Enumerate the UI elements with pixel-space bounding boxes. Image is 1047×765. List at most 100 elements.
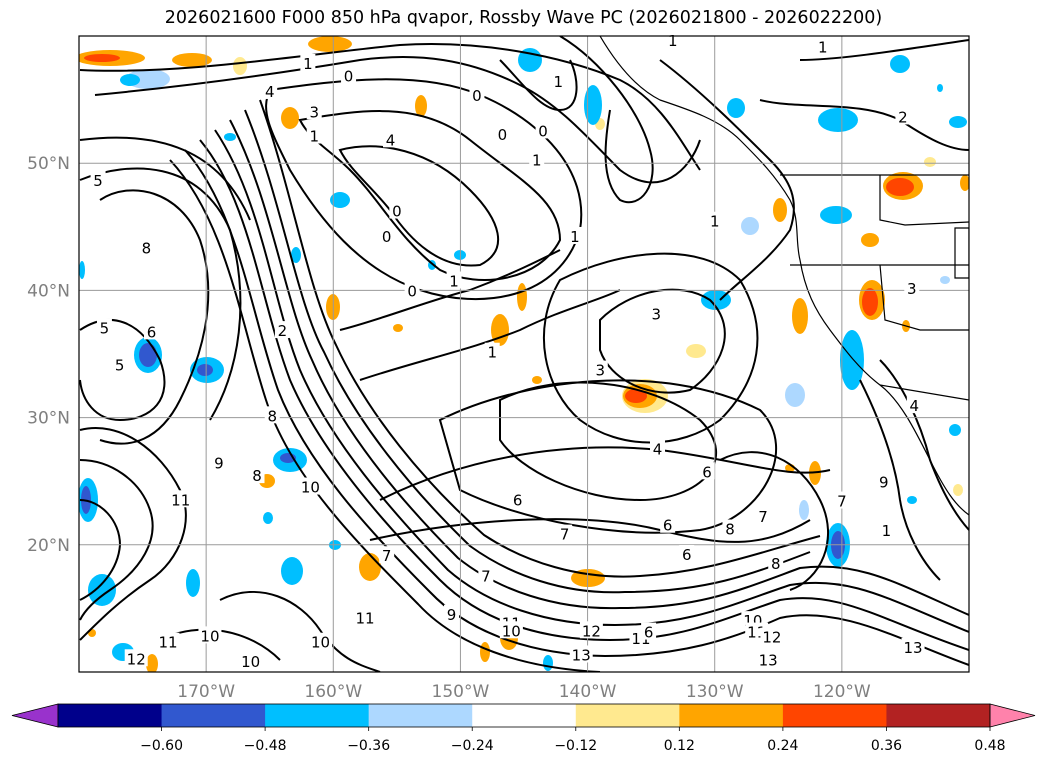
- colorbar-tick-label: 0.36: [871, 738, 902, 754]
- contour-label: 5: [93, 172, 103, 190]
- colorbar-tick-label: 0.24: [767, 738, 798, 754]
- contour-label-bg: [510, 490, 526, 508]
- contour-label-bg: [300, 53, 316, 71]
- contour-label-bg: [96, 318, 112, 336]
- contour-label: 0: [498, 126, 508, 144]
- contour-label: 11: [171, 491, 190, 509]
- colorbar-segment: [161, 704, 266, 727]
- lon-tick-label: 160°W: [304, 682, 362, 702]
- contour-label-bg: [198, 626, 222, 644]
- contour-label-bg: [298, 477, 322, 495]
- contour-label: 5: [115, 356, 125, 374]
- lon-tick-label: 140°W: [559, 682, 617, 702]
- colorbar-outline: [57, 703, 991, 728]
- contour-label: 5: [100, 320, 110, 338]
- contour-label-bg: [138, 238, 154, 256]
- contour-label: 6: [147, 323, 157, 341]
- colorbar-segment: [782, 704, 887, 727]
- contour-label-bg: [469, 85, 485, 103]
- contour-label: 9: [214, 454, 224, 472]
- contour-label-bg: [239, 651, 263, 669]
- contour-label-bg: [660, 515, 676, 533]
- contour-label-bg: [665, 31, 681, 49]
- contour-label: 2: [278, 322, 288, 340]
- colorbar-tick-label: −0.12: [554, 738, 597, 754]
- contour-label-bg: [90, 171, 106, 189]
- contour-label: 1: [570, 228, 580, 246]
- contour-label: 12: [582, 622, 601, 640]
- contour-label: 0: [472, 87, 482, 105]
- lon-tick-label: 120°W: [813, 682, 871, 702]
- colorbar-tick-label: 0.12: [664, 738, 695, 754]
- contour-label: 1: [487, 344, 497, 362]
- contour-label: 12: [762, 629, 781, 647]
- contour-label-bg: [550, 71, 566, 89]
- contour-label-bg: [211, 453, 227, 471]
- plot-frame: [78, 35, 970, 673]
- contour-label: 3: [907, 280, 917, 298]
- lat-tick-label: 30°N: [27, 409, 70, 429]
- colorbar-segment: [265, 704, 370, 727]
- contour-label-bg: [569, 645, 593, 663]
- contour-label: 7: [481, 568, 491, 586]
- colorbar-segment: [472, 704, 577, 727]
- contour-label: 10: [502, 622, 521, 640]
- colorbar-tick-label: −0.24: [451, 738, 494, 754]
- contour-label: 4: [653, 440, 663, 458]
- contour-label: 2: [898, 108, 908, 126]
- colorbar-tick-label: 0.48: [974, 738, 1005, 754]
- contour-label-bg: [112, 355, 128, 373]
- contour-label-bg: [446, 271, 462, 289]
- contour-label-bg: [309, 632, 333, 650]
- contour-label-bg: [679, 544, 695, 562]
- latitude-axis: 20°N 30°N 40°N 50°N: [27, 154, 70, 556]
- contour-label: 4: [265, 83, 275, 101]
- contour-label-bg: [404, 281, 420, 299]
- contour-label: 13: [759, 652, 778, 670]
- contour-label-bg: [124, 649, 148, 667]
- contour-label: 1: [309, 127, 319, 145]
- contour-label: 1: [882, 522, 892, 540]
- colorbar-max-extension: [989, 703, 1036, 728]
- qvapor-contours: [79, 36, 969, 672]
- contour-label: 6: [644, 624, 654, 642]
- contour-label: 6: [663, 517, 673, 535]
- contour-label-bg: [760, 627, 784, 645]
- contour-label: 4: [910, 397, 920, 415]
- colorbar: [11, 703, 1036, 728]
- colorbar-segment: [58, 704, 163, 727]
- contour-label: 13: [572, 646, 591, 664]
- contour-label-bg: [169, 490, 193, 508]
- contour-label-bg: [755, 506, 771, 524]
- contour-label: 1: [668, 32, 678, 50]
- lon-tick-label: 130°W: [686, 682, 744, 702]
- contour-label: 13: [904, 639, 923, 657]
- contour-label: 6: [513, 491, 523, 509]
- contour-label-bg: [499, 621, 523, 639]
- contour-label-bg: [306, 126, 322, 144]
- contour-label-bg: [722, 519, 738, 537]
- contour-label-bg: [389, 201, 405, 219]
- contour-label-bg: [274, 321, 290, 339]
- map-title: 2026021600 F000 850 hPa qvapor, Rossby W…: [164, 8, 883, 28]
- contour-label: 4: [386, 131, 396, 149]
- coastline: [599, 36, 969, 516]
- contour-label: 8: [725, 521, 735, 539]
- contour-label-bg: [707, 211, 723, 229]
- contour-label: 8: [771, 555, 781, 573]
- colorbar-tick-label: −0.48: [244, 738, 287, 754]
- contour-label: 7: [837, 493, 847, 511]
- contour-label-bg: [579, 621, 603, 639]
- contour-label-bg: [876, 472, 892, 490]
- contour-label-bg: [592, 360, 608, 378]
- contour-label: 10: [241, 653, 260, 671]
- contour-label: 7: [560, 526, 570, 544]
- contour-label: 12: [127, 650, 146, 668]
- contour-label: 3: [651, 306, 661, 324]
- contour-label-bg: [878, 520, 894, 538]
- lat-tick-label: 50°N: [27, 154, 70, 174]
- contour-label: 6: [682, 546, 692, 564]
- graticule: [79, 36, 969, 672]
- contour-label-bg: [444, 604, 460, 622]
- contour-label-bg: [768, 553, 784, 571]
